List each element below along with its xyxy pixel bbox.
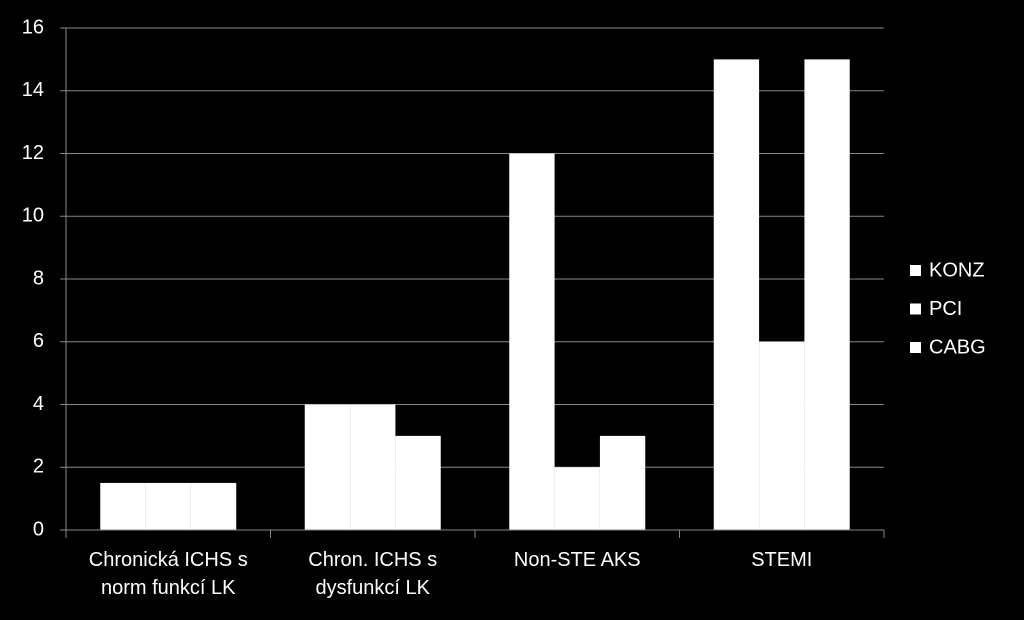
y-tick-label: 8 [33, 267, 44, 289]
bar [304, 404, 351, 530]
x-tick-label: Non-STE AKS [513, 549, 641, 571]
y-tick-label: 10 [22, 205, 44, 227]
bar [100, 482, 146, 530]
legend-label: PCI [929, 298, 962, 320]
y-tick-label: 6 [33, 330, 44, 352]
y-tick-label: 16 [22, 16, 44, 38]
bar [554, 467, 600, 530]
bar [599, 435, 646, 530]
legend-swatch [910, 342, 921, 353]
bar [804, 59, 850, 530]
x-tick-label: Chron. ICHS s dysfunkcí LK [308, 549, 438, 599]
bar [759, 341, 805, 530]
y-tick-label: 4 [33, 393, 44, 415]
y-tick-label: 2 [33, 456, 44, 478]
legend-swatch [910, 265, 921, 276]
x-tick-label: Chronická ICHS s norm funkcí LK [88, 549, 248, 599]
y-tick-label: 12 [22, 142, 44, 164]
x-tick-label: STEMI [751, 549, 813, 571]
legend-label: CABG [929, 336, 986, 358]
bar [713, 59, 760, 530]
legend-label: KONZ [929, 259, 985, 281]
y-tick-label: 0 [33, 518, 44, 540]
bar [395, 435, 441, 530]
bar [145, 482, 191, 530]
legend-swatch [910, 303, 921, 315]
bar [350, 404, 396, 530]
y-tick-label: 14 [22, 79, 44, 101]
bar [509, 153, 555, 530]
bar [190, 482, 237, 530]
